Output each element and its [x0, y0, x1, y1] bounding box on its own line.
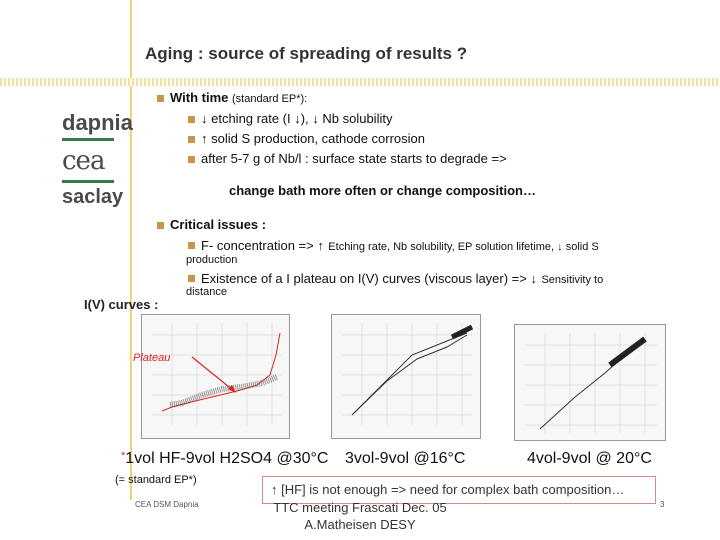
critical-heading-label: Critical issues :: [170, 217, 267, 232]
with-time-item-3-text: after 5-7 g of Nb/l : surface state star…: [201, 151, 507, 166]
critical-item-2-small: Sensitivity to: [541, 274, 604, 286]
caption-1-star: *: [121, 450, 126, 462]
bottom-note: ↑ [HF] is not enough => need for complex…: [271, 482, 625, 497]
iv-chart-1-plot: [152, 323, 282, 425]
iv-chart-3: [514, 324, 666, 441]
iv-chart-1: [141, 314, 290, 439]
caption-1-note: (= standard EP*): [115, 474, 197, 486]
bottom-note-box: ↑ [HF] is not enough => need for complex…: [262, 476, 656, 504]
iv-chart-2-plot: [342, 323, 474, 425]
with-time-note: (standard EP*):: [232, 93, 308, 105]
critical-heading: Critical issues :: [157, 217, 266, 232]
caption-1-text: 1vol HF-9vol H2SO4 @30°C: [125, 450, 329, 467]
title-divider-band: [0, 78, 720, 86]
slide-title: Aging : source of spreading of results ?: [145, 44, 468, 63]
logo-divider-1: [62, 138, 114, 141]
iv-chart-2: [331, 314, 481, 439]
with-time-conclusion: change bath more often or change composi…: [229, 183, 536, 198]
bullet-icon: [188, 275, 195, 283]
plateau-label: Plateau: [133, 352, 171, 364]
plateau-arrow-icon: [191, 356, 236, 393]
critical-item-2-cont: distance: [186, 286, 227, 298]
with-time-item-1-text: ↓ etching rate (I ↓), ↓ Nb solubility: [201, 111, 393, 126]
bullet-icon: [157, 222, 164, 230]
bullet-icon: [157, 95, 164, 103]
caption-3: 4vol-9vol @ 20°C: [527, 450, 652, 467]
cea-logo: cea: [62, 146, 105, 176]
footer-left: CEA DSM Dapnia: [135, 500, 199, 509]
critical-item-2-main: Existence of a I plateau on I(V) curves …: [201, 271, 537, 286]
bullet-icon: [188, 156, 195, 164]
page-number: 3: [660, 500, 665, 509]
logo-divider-2: [62, 180, 114, 183]
bullet-icon: [188, 242, 195, 250]
footer-center-2: A.Matheisen DESY: [304, 517, 416, 532]
critical-item-1-main: F- concentration => ↑: [201, 238, 324, 253]
with-time-item-2: ↑ solid S production, cathode corrosion: [188, 131, 425, 146]
with-time-heading: With time (standard EP*):: [157, 90, 307, 105]
caption-2: 3vol-9vol @16°C: [345, 450, 466, 467]
saclay-logo: saclay: [62, 186, 124, 208]
with-time-item-1: ↓ etching rate (I ↓), ↓ Nb solubility: [188, 111, 392, 126]
with-time-item-3: after 5-7 g of Nb/l : surface state star…: [188, 151, 507, 166]
iv-curves-heading: I(V) curves :: [84, 297, 159, 312]
bullet-icon: [188, 116, 195, 124]
iv-chart-3-plot: [525, 333, 657, 433]
bullet-icon: [188, 136, 195, 144]
critical-item-1: F- concentration => ↑ Etching rate, Nb s…: [188, 237, 599, 255]
with-time-label: With time: [170, 90, 229, 105]
caption-1: *1vol HF-9vol H2SO4 @30°C: [121, 450, 328, 468]
footer-center-1: TTC meeting Frascati Dec. 05: [273, 500, 447, 515]
with-time-item-2-text: ↑ solid S production, cathode corrosion: [201, 131, 426, 146]
critical-item-2: Existence of a I plateau on I(V) curves …: [188, 270, 603, 288]
dapnia-logo: dapnia: [62, 110, 133, 135]
critical-item-1-cont: production: [186, 254, 238, 266]
critical-item-1-small: Etching rate, Nb solubility, EP solution…: [328, 241, 599, 253]
title-accent-line: [130, 0, 132, 500]
